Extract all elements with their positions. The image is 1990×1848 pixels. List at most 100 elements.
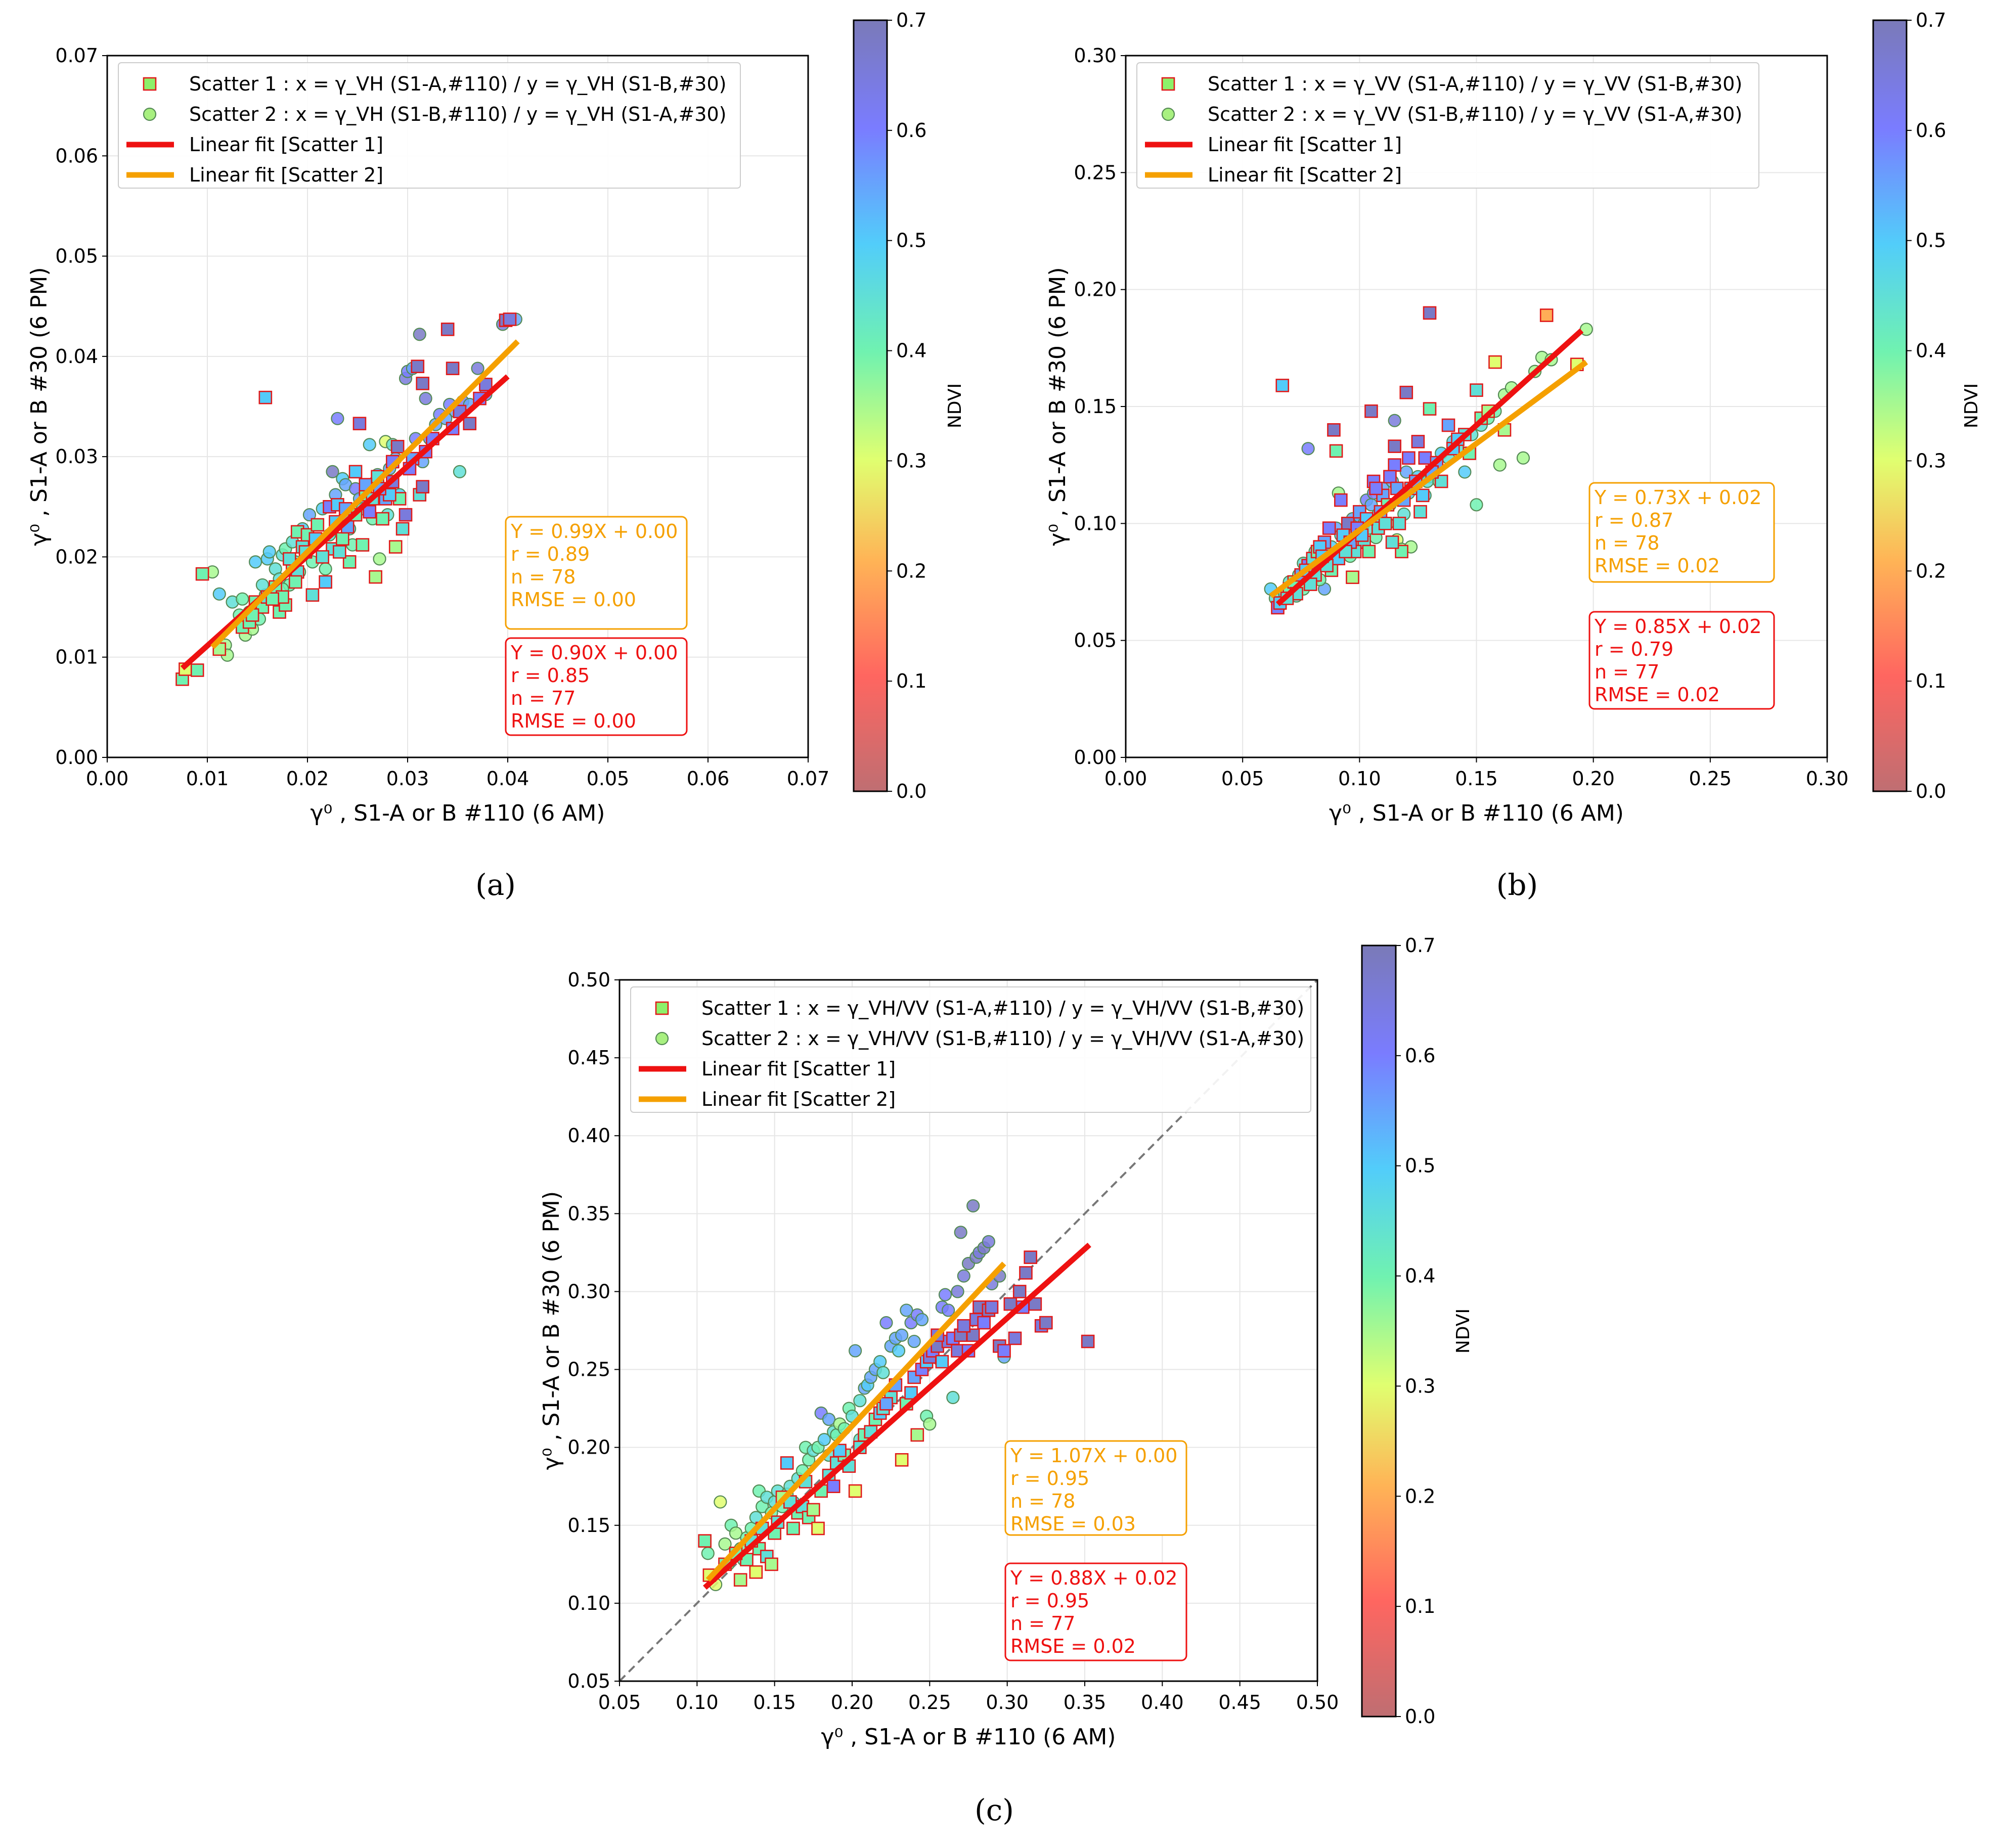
scatter2-point xyxy=(966,1199,980,1213)
scatter1-point xyxy=(388,540,403,554)
colorbar-tick-label: 0.7 xyxy=(1405,934,1435,957)
axes-frame xyxy=(618,979,1318,1682)
x-axis-label: γ⁰ , S1-A or B #110 (6 AM) xyxy=(821,1724,1116,1750)
colorbar-tick-label: 0.4 xyxy=(896,340,926,362)
legend-box xyxy=(1136,62,1759,189)
scatter1-point xyxy=(503,312,517,326)
scatter1-point xyxy=(1275,379,1290,392)
x-tick-label: 0.00 xyxy=(1104,768,1147,790)
scatter1-point xyxy=(1327,423,1341,437)
scatter1-point xyxy=(1395,545,1408,559)
y-tick-label: 0.04 xyxy=(55,345,98,368)
scatter1-point xyxy=(1383,470,1397,484)
x-tick-label: 0.50 xyxy=(1296,1691,1339,1714)
scatter1-point xyxy=(1539,308,1554,322)
scatter1-point xyxy=(1399,385,1413,399)
scatter1-point xyxy=(1411,435,1425,448)
scatter1-point xyxy=(363,505,377,519)
y-tick-label: 0.00 xyxy=(55,746,98,769)
colorbar-gradient xyxy=(1361,944,1397,1718)
scatter2-point xyxy=(946,1390,960,1405)
scatter1-point xyxy=(1012,1285,1027,1298)
legend-label-3: Linear fit [Scatter 1] xyxy=(701,1058,896,1080)
scatter2-point xyxy=(951,1285,964,1298)
stats-line: n = 77 xyxy=(1010,1612,1075,1635)
scatter1-point xyxy=(446,362,460,375)
stats-line: Y = 0.73X + 0.02 xyxy=(1594,486,1761,509)
scatter1-point xyxy=(749,1565,763,1579)
y-tick-label: 0.30 xyxy=(1074,44,1117,67)
x-tick-label: 0.03 xyxy=(386,768,429,790)
scatter2-point xyxy=(419,392,432,405)
x-tick-label: 0.35 xyxy=(1064,1691,1107,1714)
panel-a: 0.00 0.01 0.02 0.03 0.04 0.05 0.06 0.07 0.00 0.01… xyxy=(26,9,965,902)
y-tick-label: 0.20 xyxy=(1074,279,1117,301)
panel-b: 0.00 0.05 0.10 0.15 0.20 0.25 0.300.000.050.10… xyxy=(1045,9,1982,902)
y-tick-label: 0.45 xyxy=(567,1047,610,1069)
scatter2-point xyxy=(1493,458,1507,472)
x-tick-label: 0.05 xyxy=(1221,768,1264,790)
scatter2-point xyxy=(1516,451,1530,465)
stats-box-scatter2 xyxy=(505,516,688,630)
colorbar-tick-label: 0.0 xyxy=(1405,1705,1435,1728)
scatter1-point xyxy=(311,518,325,532)
colorbar-tick-label: 0.6 xyxy=(1405,1045,1435,1067)
legend-square-marker xyxy=(655,1001,669,1015)
colorbar-tick-label: 0.1 xyxy=(896,670,926,692)
scatter1-point xyxy=(1402,451,1416,465)
y-tick-label: 0.01 xyxy=(55,646,98,668)
x-tick-label: 0.40 xyxy=(1141,1691,1184,1714)
scatter2-point xyxy=(923,1417,937,1431)
y-tick-label: 0.15 xyxy=(567,1514,610,1537)
scatter1-point xyxy=(1441,418,1455,432)
stats-line: r = 0.87 xyxy=(1595,509,1673,531)
legend-label-3: Linear fit [Scatter 1] xyxy=(1208,133,1402,156)
stats-line: n = 77 xyxy=(511,687,576,709)
panel-label: (c) xyxy=(975,1793,1014,1827)
x-tick-label: 0.25 xyxy=(908,1691,951,1714)
legend-box xyxy=(630,986,1311,1113)
y-tick-label: 0.35 xyxy=(567,1202,610,1225)
colorbar-tick-label: 0.1 xyxy=(1916,670,1946,692)
y-tick-label: 0.05 xyxy=(567,1670,610,1692)
scatter1-point xyxy=(399,508,413,522)
scatter1-point xyxy=(288,575,302,589)
legend-square-marker xyxy=(143,77,157,91)
fit-line-scatter2 xyxy=(1269,359,1588,599)
y-tick-label: 0.05 xyxy=(1074,629,1117,652)
scatter1-point xyxy=(195,567,209,581)
scatter1-point xyxy=(966,1328,980,1342)
axes-frame xyxy=(1125,55,1828,758)
x-axis-label: γ⁰ , S1-A or B #110 (6 AM) xyxy=(1329,800,1624,826)
scatter1-point xyxy=(319,575,332,589)
scatter1-point xyxy=(390,440,405,454)
scatter2-point xyxy=(363,438,376,452)
scatter1-point xyxy=(333,545,346,559)
stats-line: n = 78 xyxy=(511,566,576,588)
colorbar-tick-label: 0.4 xyxy=(1405,1265,1435,1287)
legend-square-marker xyxy=(1161,77,1175,91)
scatter1-point xyxy=(1334,493,1348,507)
scatter1-point xyxy=(479,378,493,391)
y-tick-label: 0.10 xyxy=(567,1592,610,1614)
x-tick-label: 0.15 xyxy=(1455,768,1498,790)
scatter1-point xyxy=(283,552,296,566)
legend-circle-marker xyxy=(1161,107,1175,121)
scatter2-point xyxy=(895,1328,909,1342)
scatter2-point xyxy=(1470,498,1483,512)
y-tick-label: 0.25 xyxy=(567,1359,610,1381)
colorbar-label: NDVI xyxy=(945,383,965,428)
scatter1-point xyxy=(316,550,330,564)
x-tick-label: 0.01 xyxy=(186,768,229,790)
scatter1-point xyxy=(1488,355,1502,369)
stats-line: r = 0.85 xyxy=(511,664,590,687)
scatter2-point xyxy=(471,362,484,375)
scatter2-point xyxy=(413,328,426,341)
scatter2-point xyxy=(957,1269,970,1283)
scatter1-point xyxy=(1392,517,1406,530)
y-tick-label: 0.02 xyxy=(55,546,98,568)
scatter2-point xyxy=(714,1495,727,1509)
scatter2-point xyxy=(326,465,339,478)
scatter2-point xyxy=(1388,414,1401,427)
x-tick-label: 0.20 xyxy=(831,1691,874,1714)
